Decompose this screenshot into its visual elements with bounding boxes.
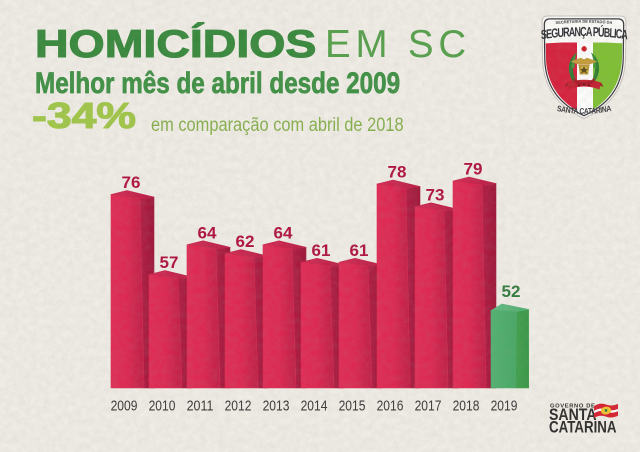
- svg-text:62: 62: [236, 232, 255, 251]
- svg-text:2013: 2013: [263, 398, 290, 415]
- svg-text:52: 52: [502, 282, 521, 301]
- svg-text:CATARINA: CATARINA: [549, 418, 617, 436]
- svg-text:73: 73: [426, 185, 445, 204]
- svg-text:64: 64: [274, 223, 293, 242]
- svg-text:2017: 2017: [415, 398, 442, 415]
- svg-text:2012: 2012: [225, 398, 252, 415]
- svg-text:2009: 2009: [111, 398, 138, 415]
- svg-text:2018: 2018: [453, 398, 480, 415]
- svg-text:2019: 2019: [491, 398, 518, 415]
- svg-text:64: 64: [198, 223, 217, 242]
- svg-text:2014: 2014: [301, 398, 328, 415]
- svg-text:2010: 2010: [149, 398, 176, 415]
- svg-text:2015: 2015: [339, 398, 366, 415]
- svg-text:2016: 2016: [377, 398, 404, 415]
- svg-text:79: 79: [464, 160, 483, 179]
- svg-text:2011: 2011: [187, 398, 214, 415]
- svg-text:78: 78: [388, 163, 407, 182]
- svg-text:61: 61: [312, 241, 331, 260]
- svg-text:61: 61: [350, 241, 369, 260]
- svg-text:57: 57: [160, 253, 179, 272]
- svg-text:76: 76: [122, 173, 141, 192]
